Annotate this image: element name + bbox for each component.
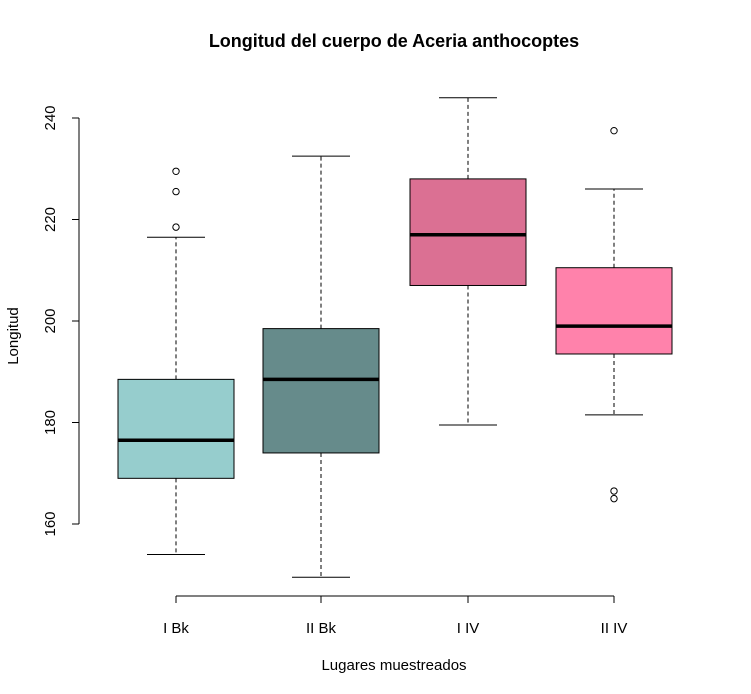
box-iqr [262, 328, 380, 454]
y-axis: 160 180 200 220 240 [42, 105, 80, 537]
y-tick-label: 200 [42, 308, 59, 333]
box-1 [117, 167, 235, 555]
chart-title: Longitud del cuerpo de Aceria anthocopte… [209, 31, 579, 51]
boxes-group [117, 97, 673, 578]
box-3 [409, 97, 527, 426]
x-tick-label: I Bk [163, 620, 189, 637]
box-iqr [555, 267, 673, 355]
outlier-point [610, 126, 618, 135]
box-iqr [409, 178, 527, 286]
y-tick-label: 180 [42, 410, 59, 435]
x-axis: I Bk II Bk I IV II IV [163, 595, 628, 637]
box-4 [555, 126, 673, 503]
y-tick-label: 160 [42, 511, 59, 536]
x-axis-label: Lugares muestreados [321, 657, 466, 674]
y-tick-label: 220 [42, 207, 59, 232]
y-tick-label: 240 [42, 105, 59, 130]
outlier-point [172, 167, 180, 175]
box-2 [262, 155, 380, 578]
x-tick-label: I IV [457, 620, 480, 637]
x-tick-label: II IV [601, 620, 628, 637]
outlier-point [172, 187, 180, 196]
outlier-point [610, 487, 618, 495]
outlier-point [610, 494, 618, 503]
x-tick-label: II Bk [306, 620, 337, 637]
box-iqr [117, 378, 235, 479]
y-axis-label: Longitud [5, 307, 22, 365]
outlier-point [172, 223, 180, 231]
